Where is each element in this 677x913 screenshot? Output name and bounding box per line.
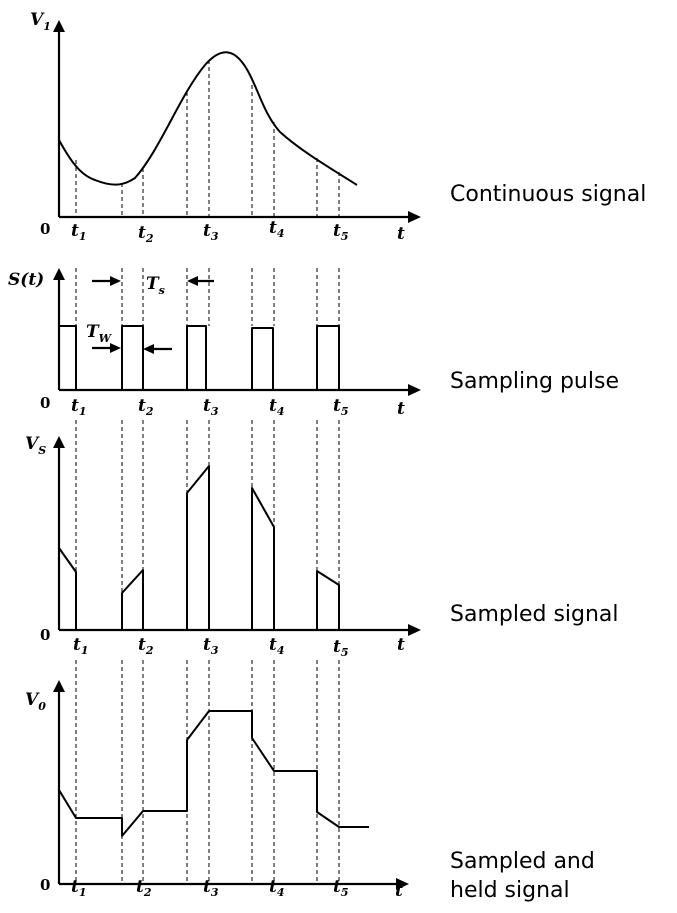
- svg-text:t1: t1: [73, 635, 89, 657]
- svg-text:t2: t2: [136, 877, 152, 899]
- origin-label: 0: [40, 394, 50, 412]
- sampled-pulses: [58, 465, 340, 630]
- y-axis-arrow: [53, 268, 65, 280]
- panel-sampled: VS 0 t t1 t2 t3 t4 t5 Sampled signal: [25, 420, 619, 659]
- panel-continuous: V1 0 t t1 t2 t3 t4 t5 Continuous signal: [30, 10, 646, 245]
- tw-indicator: TW: [86, 322, 172, 354]
- y-axis-label: VS: [25, 434, 46, 457]
- y-axis-label: V0: [25, 690, 46, 713]
- caption-held-line2: held signal: [450, 878, 570, 903]
- svg-text:t1: t1: [71, 221, 87, 243]
- sample-hold-waveform: [58, 710, 369, 837]
- x-axis-label: t: [395, 881, 403, 901]
- svg-text:t1: t1: [71, 877, 87, 899]
- svg-text:t4: t4: [269, 218, 285, 240]
- svg-text:t4: t4: [269, 635, 285, 657]
- svg-text:t3: t3: [203, 221, 219, 243]
- origin-label: 0: [40, 876, 50, 894]
- svg-text:t5: t5: [333, 637, 349, 659]
- svg-text:TW: TW: [86, 322, 113, 345]
- pulse-dashed-lines: [75, 268, 340, 390]
- tick-labels: t1 t2 t3 t4 t5: [71, 396, 349, 418]
- y-axis-label: S(t): [8, 270, 44, 290]
- svg-text:t2: t2: [138, 396, 154, 418]
- tick-labels: t1 t2 t3 t4 t5: [71, 218, 349, 245]
- svg-text:t2: t2: [138, 223, 154, 245]
- y-axis-arrow: [53, 20, 65, 32]
- svg-text:t3: t3: [203, 396, 219, 418]
- x-axis-arrow: [408, 211, 421, 223]
- svg-text:t4: t4: [269, 396, 285, 418]
- y-axis-arrow: [53, 680, 65, 692]
- svg-text:t3: t3: [203, 877, 219, 899]
- y-axis-label: V1: [30, 10, 51, 33]
- sampled-dashed-lines: [75, 420, 340, 630]
- svg-text:t5: t5: [333, 877, 349, 899]
- svg-text:t5: t5: [333, 221, 349, 243]
- svg-text:Ts: Ts: [146, 274, 165, 297]
- svg-text:t3: t3: [203, 635, 219, 657]
- x-axis-arrow: [408, 624, 421, 636]
- continuous-signal-curve: [58, 51, 358, 186]
- x-axis-label: t: [397, 224, 405, 244]
- x-axis-label: t: [397, 399, 405, 419]
- svg-text:t4: t4: [269, 877, 285, 899]
- x-axis-label: t: [397, 635, 405, 655]
- svg-text:t5: t5: [333, 396, 349, 418]
- svg-text:t2: t2: [138, 635, 154, 657]
- x-axis-arrow: [408, 384, 421, 396]
- tick-labels: t1 t2 t3 t4 t5: [73, 635, 349, 659]
- panel-held: V0 0 t t1 t2 t3 t4 t5 Sampled and held s…: [25, 660, 595, 903]
- sample-dashed-lines: [75, 60, 340, 217]
- caption-continuous: Continuous signal: [450, 182, 646, 207]
- tick-labels: t1 t2 t3 t4 t5: [71, 877, 349, 899]
- origin-label: 0: [40, 220, 50, 238]
- y-axis-arrow: [53, 436, 65, 448]
- panel-pulse: Ts TW S(t) 0 t t1 t2 t3 t4 t5 Sampling p…: [8, 268, 619, 419]
- caption-held: Sampled and: [450, 849, 595, 874]
- sampling-pulse-train: [59, 325, 340, 391]
- ts-indicator: Ts: [92, 274, 214, 297]
- caption-sampled: Sampled signal: [450, 602, 619, 627]
- x-axis-arrow: [396, 878, 409, 890]
- svg-text:t1: t1: [71, 396, 87, 418]
- caption-pulse: Sampling pulse: [450, 369, 619, 394]
- origin-label: 0: [40, 626, 50, 644]
